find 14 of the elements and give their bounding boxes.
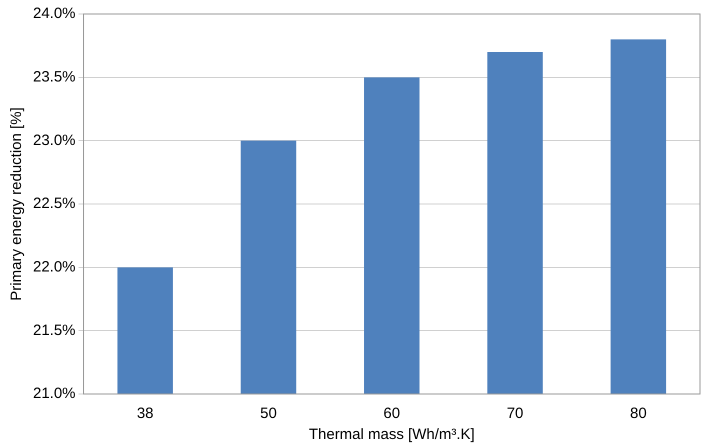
y-axis-title: Primary energy reduction [%] xyxy=(8,107,26,301)
y-tick-label: 23.0% xyxy=(32,132,76,149)
x-axis-title: Thermal mass [Wh/m³.K] xyxy=(308,426,475,444)
y-tick-label: 24.0% xyxy=(32,5,76,22)
y-tick-label: 22.0% xyxy=(32,258,76,276)
x-tick-label: 50 xyxy=(260,405,277,422)
x-tick-label: 60 xyxy=(383,405,400,422)
x-tick-label: 70 xyxy=(506,405,524,422)
y-tick-label: 21.0% xyxy=(32,385,76,402)
y-tick-label: 22.5% xyxy=(32,195,76,212)
x-tick-label: 38 xyxy=(136,405,154,422)
y-tick-label: 23.5% xyxy=(32,68,76,86)
y-tick-label: 21.5% xyxy=(32,322,76,339)
x-tick-label: 80 xyxy=(630,405,647,422)
